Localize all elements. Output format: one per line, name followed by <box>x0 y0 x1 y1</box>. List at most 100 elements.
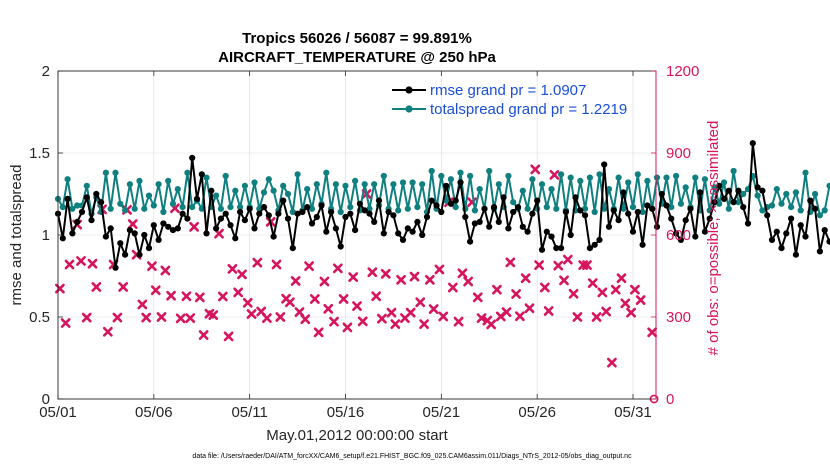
spread-point <box>304 186 311 193</box>
rmse-point <box>591 241 598 248</box>
obs-assimilated-marker <box>524 303 535 314</box>
obs-assimilated-marker <box>543 306 554 316</box>
y-tick-label: 1 <box>42 227 50 244</box>
spread-point <box>605 186 613 193</box>
obs-assimilated-marker <box>409 271 420 282</box>
spread-point <box>596 171 603 178</box>
rmse-point <box>481 205 488 212</box>
obs-assimilated-marker <box>553 260 564 271</box>
obs-assimilated-marker <box>137 299 148 310</box>
obs-assimilated-marker <box>181 291 192 302</box>
obs-assimilated-marker <box>447 282 458 293</box>
y-tick-label: 0.5 <box>29 309 50 326</box>
rmse-point <box>567 231 574 239</box>
spread-point <box>754 192 761 199</box>
obs-assimilated-marker <box>198 330 209 340</box>
rmse-point <box>390 212 397 219</box>
rmse-point <box>165 223 172 230</box>
obs-assimilated-marker <box>127 219 138 229</box>
obs-assimilated-marker <box>520 273 531 284</box>
spread-point <box>380 172 387 180</box>
rmse-point <box>409 228 416 235</box>
spread-point <box>601 205 608 212</box>
obs-assimilated-marker <box>424 274 435 285</box>
rmse-point <box>284 215 292 222</box>
rmse-point <box>260 204 268 211</box>
rmse-point <box>423 213 431 221</box>
spread-point <box>730 167 737 175</box>
spread-point <box>788 204 795 211</box>
y2-tick-label: 1200 <box>666 63 699 80</box>
spread-point <box>548 186 555 193</box>
spread-point <box>136 177 143 184</box>
rmse-point <box>414 218 421 225</box>
rmse-point <box>189 154 196 161</box>
rmse-point <box>495 218 502 225</box>
obs-assimilated-marker <box>252 257 263 268</box>
rmse-point <box>725 187 732 194</box>
spread-point <box>165 177 172 184</box>
spread-point <box>399 179 407 186</box>
rmse-point <box>740 204 747 211</box>
legend: rmse grand pr = 1.0907 totalspread grand… <box>392 82 627 118</box>
rmse-point <box>222 210 229 217</box>
rmse-point <box>534 197 541 204</box>
y-tick-label: 0 <box>42 391 50 408</box>
data-file-footer: data file: /Users/raeder/DAI/ATM_forcXX/… <box>192 453 632 460</box>
rmse-point <box>529 210 536 217</box>
spread-point <box>447 176 454 183</box>
rmse-point <box>490 204 498 211</box>
obs-assimilated-marker <box>217 291 228 302</box>
rmse-point <box>601 161 608 168</box>
rmse-point <box>538 246 546 253</box>
obs-assimilated-marker <box>438 311 449 322</box>
rmse-point <box>342 213 349 221</box>
spread-point <box>284 190 292 198</box>
rmse-point <box>812 205 819 212</box>
obs-assimilated-marker <box>290 276 301 286</box>
spread-point <box>126 181 133 188</box>
rmse-point <box>744 220 752 227</box>
obs-assimilated-marker <box>616 273 627 284</box>
rmse-point <box>457 179 464 186</box>
rmse-point <box>136 251 143 258</box>
spread-point <box>64 176 71 183</box>
spread-point <box>567 174 574 181</box>
obs-assimilated-marker <box>390 319 401 330</box>
rmse-point <box>605 223 613 230</box>
rmse-point <box>778 245 785 252</box>
spread-point <box>759 207 766 214</box>
spread-point <box>237 204 244 211</box>
spread-point <box>112 169 119 176</box>
spread-point <box>735 199 742 206</box>
rmse-point <box>639 241 646 248</box>
rmse-point <box>433 202 440 209</box>
rmse-point <box>304 204 311 211</box>
spread-point <box>265 176 272 183</box>
rmse-point <box>821 227 828 234</box>
rmse-point <box>318 202 325 209</box>
spread-point <box>308 205 316 212</box>
obs-assimilated-marker <box>626 307 636 318</box>
spread-point <box>395 207 402 214</box>
rmse-point <box>706 215 713 222</box>
rmse-point <box>572 194 579 201</box>
rmse-point <box>184 215 191 222</box>
rmse-point <box>797 222 804 229</box>
x-tick-label: 05/26 <box>518 404 556 421</box>
spread-point <box>371 181 378 188</box>
rmse-point <box>788 215 795 222</box>
obs-assimilated-marker <box>549 169 560 180</box>
obs-assimilated-marker <box>352 301 362 311</box>
chart-title: Tropics 56026 / 56087 = 99.891% <box>242 30 472 47</box>
x-tick-label: 05/11 <box>231 404 267 421</box>
spread-point <box>802 169 809 176</box>
rmse-point <box>462 213 469 221</box>
rmse-point <box>807 197 814 204</box>
obs-assimilated-marker <box>233 287 244 298</box>
rmse-point <box>649 205 656 212</box>
spread-point <box>629 204 637 211</box>
rmse-point <box>682 217 689 224</box>
rmse-point <box>74 218 81 225</box>
